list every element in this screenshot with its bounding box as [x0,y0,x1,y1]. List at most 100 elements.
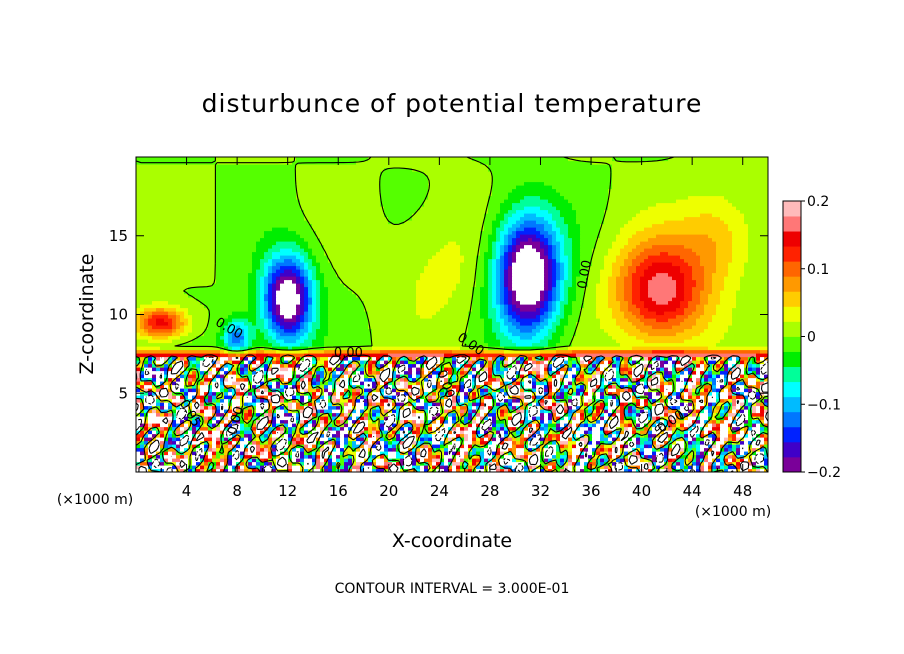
field-cell [460,377,465,382]
field-cell [328,451,333,456]
field-cell [216,444,221,449]
field-cell [744,381,749,386]
field-cell [384,419,397,424]
field-cell [692,437,697,442]
field-cell [476,360,481,365]
field-cell [184,395,189,400]
field-cell [144,381,153,386]
field-cell [460,419,465,424]
field-cell [196,465,201,470]
field-cell [152,423,157,428]
field-cell [608,409,613,414]
field-cell [436,402,441,407]
field-cell [672,381,677,386]
field-cell [280,391,285,396]
field-cell [248,297,257,302]
field-cell [200,468,205,472]
field-cell [552,307,557,312]
field-cell [152,458,161,463]
field-cell [180,335,197,340]
field-cell [528,409,541,414]
field-cell [252,416,257,421]
field-cell [252,356,257,361]
field-cell [248,458,253,463]
field-cell [460,370,465,375]
field-cell [336,419,341,424]
field-cell [628,384,633,389]
field-cell [552,465,557,470]
field-cell [588,433,593,438]
field-cell [464,430,473,435]
field-cell [472,297,481,302]
field-cell [632,388,637,393]
field-cell [632,419,637,424]
field-cell [576,363,581,368]
field-cell [436,451,441,456]
field-cell [592,356,597,361]
field-cell [428,416,433,421]
field-cell [248,461,253,466]
field-cell [320,381,329,386]
field-cell [628,363,633,368]
field-cell [364,465,373,470]
field-cell [500,426,505,431]
field-cell [556,307,561,312]
field-cell [492,433,497,438]
field-cell [176,395,181,400]
field-cell [664,367,669,372]
field-cell [252,437,257,442]
field-cell [192,328,205,333]
field-cell [244,328,249,333]
field-cell [508,304,513,309]
field-cell [360,416,365,421]
field-cell [744,454,753,459]
field-cell [436,388,441,393]
field-cell [384,416,389,421]
field-cell [748,419,753,424]
field-cell [480,419,485,424]
field-cell [624,461,629,466]
field-cell [220,465,225,470]
field-cell [516,433,521,438]
field-cell [544,426,549,431]
field-cell [692,423,697,428]
field-cell [208,374,213,379]
field-cell [376,363,381,368]
field-cell [752,370,757,375]
field-cell [460,409,465,414]
field-cell [576,388,581,393]
field-cell [468,391,473,396]
field-cell [464,468,469,472]
field-cell [532,356,537,361]
field-cell [740,447,749,452]
field-cell [628,402,637,407]
field-cell [720,426,729,431]
field-cell [536,468,541,472]
field-cell [384,430,389,435]
field-cell [488,314,497,319]
field-cell [140,458,145,463]
field-cell [492,300,497,305]
field-cell [708,363,713,368]
field-cell [200,409,205,414]
field-cell [644,314,677,319]
field-cell [596,367,601,372]
field-cell [564,412,569,417]
field-cell [548,370,553,375]
field-cell [688,409,693,414]
field-cell [148,360,153,365]
field-cell [760,426,765,431]
field-cell [652,426,665,431]
field-cell [140,370,145,375]
field-cell [736,384,745,389]
field-cell [188,395,193,400]
field-cell [668,412,673,417]
field-cell [256,454,261,459]
field-cell [404,384,409,389]
field-cell [464,363,473,368]
field-cell [684,461,693,466]
field-cell [764,426,768,431]
field-cell [188,381,193,386]
field-cell [708,461,713,466]
field-cell [396,430,401,435]
